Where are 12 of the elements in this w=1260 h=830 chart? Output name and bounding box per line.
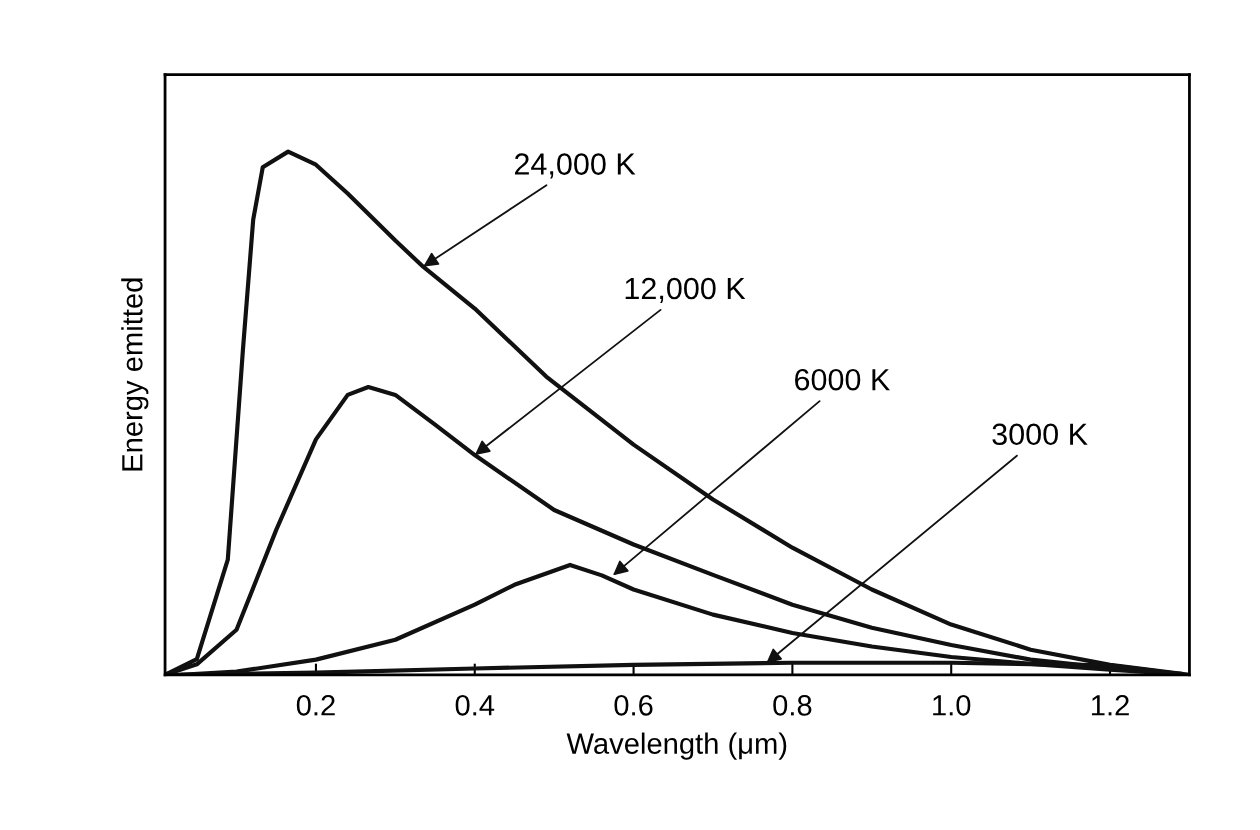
- x-tick-label: 0.8: [773, 695, 812, 716]
- annotation: 24,000 K: [514, 153, 636, 179]
- x-tick-label: 0.6: [614, 695, 653, 716]
- x-tick-label: 1.0: [933, 695, 971, 716]
- x-tick-label: 0.4: [455, 695, 495, 716]
- x-tick-label: 0.2: [296, 695, 335, 716]
- x-tick-label: 1.2: [1091, 695, 1129, 716]
- annotation: 3000 K: [992, 423, 1088, 446]
- y-axis-title: Energy emitted: [121, 278, 149, 471]
- x-axis-title: Wavelength (μm): [566, 732, 787, 760]
- annotation: 6000 K: [795, 368, 890, 391]
- annotation: 12,000 K: [625, 277, 746, 303]
